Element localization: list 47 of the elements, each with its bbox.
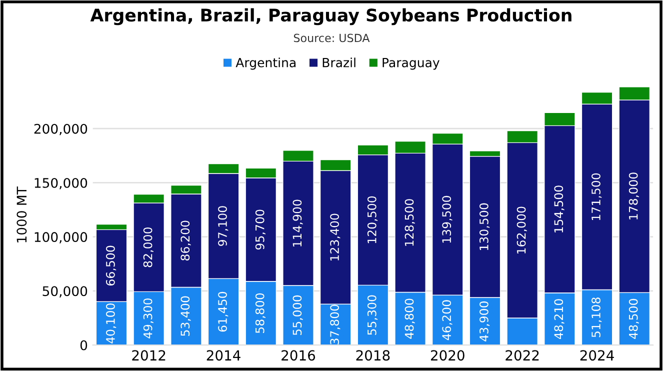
data-label: 97,100 xyxy=(218,206,228,246)
data-label: 123,400 xyxy=(330,214,340,260)
data-label: 48,210 xyxy=(554,299,564,340)
y-tick-label: 50,000 xyxy=(42,286,88,298)
data-label: 82,000 xyxy=(143,227,154,268)
data-label: 53,400 xyxy=(180,296,191,336)
data-label: 58,800 xyxy=(255,293,266,333)
legend-label: Brazil xyxy=(322,58,356,68)
data-label: 162,000 xyxy=(516,206,527,254)
data-label: 139,500 xyxy=(442,196,452,243)
data-label: 55,000 xyxy=(292,295,303,336)
data-label: 120,500 xyxy=(367,196,378,244)
x-tick-label: 2016 xyxy=(282,350,316,361)
x-tick-label: 2022 xyxy=(506,350,539,361)
data-label: 86,200 xyxy=(180,220,191,260)
data-label: 51,108 xyxy=(592,298,602,338)
chart-subtitle: Source: USDA xyxy=(294,34,370,42)
y-tick-label: 100,000 xyxy=(34,232,88,244)
y-axis-title: 1000 MT xyxy=(16,186,27,242)
y-tick-label: 0 xyxy=(80,340,88,350)
data-label: 61,450 xyxy=(218,292,228,332)
data-label: 130,500 xyxy=(479,203,490,250)
data-label: 37,800 xyxy=(330,304,340,344)
data-label: 55,300 xyxy=(367,295,378,335)
x-tick-label: 2020 xyxy=(430,350,464,361)
legend-label: Argentina xyxy=(236,58,296,70)
x-tick-label: 2024 xyxy=(580,350,614,361)
data-label: 48,500 xyxy=(628,298,640,339)
data-label: 43,900 xyxy=(479,301,490,342)
data-label: 40,100 xyxy=(106,303,116,344)
data-label: 48,800 xyxy=(404,298,415,339)
data-label: 49,300 xyxy=(143,298,154,338)
x-tick-label: 2012 xyxy=(132,350,166,361)
x-tick-label: 2018 xyxy=(356,350,390,361)
data-label: 114,900 xyxy=(292,200,303,246)
chart-title: Argentina, Brazil, Paraguay Soybeans Production xyxy=(90,8,572,26)
data-label: 95,700 xyxy=(255,210,266,250)
data-label: 46,200 xyxy=(442,300,452,340)
y-tick-label: 150,000 xyxy=(34,178,88,190)
data-label: 66,500 xyxy=(106,246,116,286)
y-tick-label: 200,000 xyxy=(34,124,88,136)
legend-label: Paraguay xyxy=(382,58,440,70)
x-tick-label: 2014 xyxy=(206,350,240,361)
data-label: 171,500 xyxy=(592,173,602,220)
data-label: 128,500 xyxy=(404,199,415,246)
data-label: 178,000 xyxy=(628,172,640,220)
data-label: 154,500 xyxy=(554,186,564,232)
